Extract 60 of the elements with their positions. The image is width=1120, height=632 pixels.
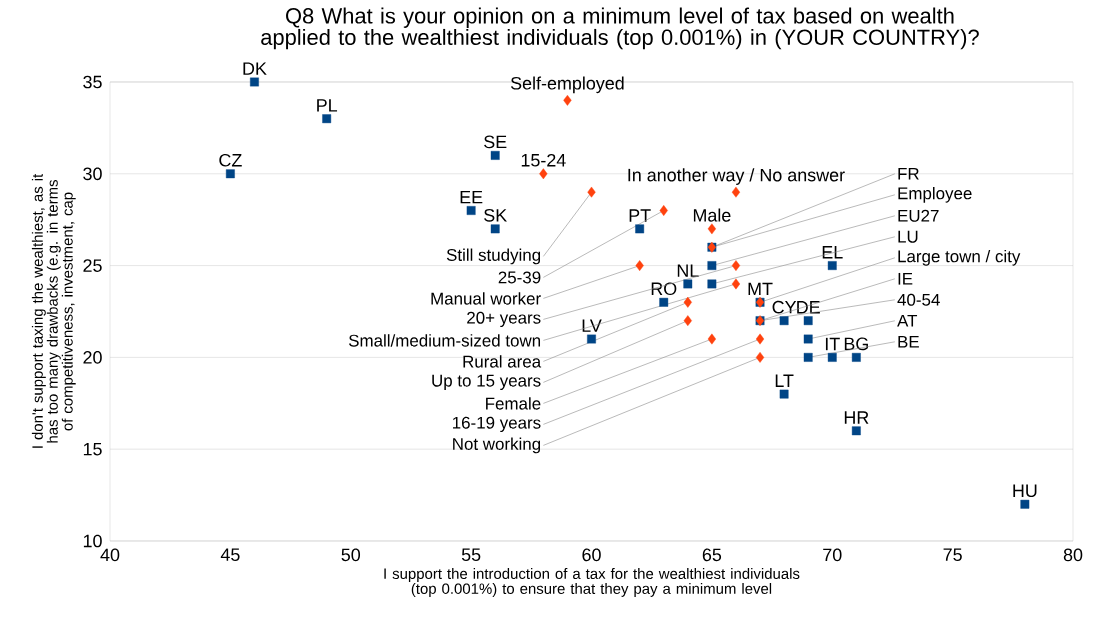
x-tick-label: 65 bbox=[702, 548, 722, 562]
annotation: HR bbox=[844, 411, 869, 424]
x-tick-label: 55 bbox=[461, 548, 481, 562]
annotation: Still studying bbox=[446, 248, 541, 265]
y-tick-label: 20 bbox=[83, 351, 102, 364]
x-axis-title: I support the introduction of a tax for the wealthiest individuals (top 0.001%) to ensure that they pay a minimum level bbox=[384, 568, 800, 597]
x-tick-label: 50 bbox=[341, 548, 361, 562]
annotation: 40-54 bbox=[897, 293, 940, 306]
annotation: MT bbox=[748, 282, 773, 296]
annotation: AT bbox=[897, 314, 918, 327]
annotation: LU bbox=[898, 230, 918, 243]
annotation: BE bbox=[898, 335, 919, 348]
annotation: Rural area bbox=[463, 355, 542, 368]
annotation: 25-39 bbox=[498, 271, 541, 284]
annotation: Not working bbox=[453, 437, 541, 454]
annotation: Self-employed bbox=[510, 76, 624, 94]
annotation: PL bbox=[317, 99, 338, 112]
annotation: Male bbox=[693, 208, 731, 222]
y-tick-label: 15 bbox=[83, 442, 102, 456]
annotation: FR bbox=[898, 167, 919, 180]
annotation: Manual worker bbox=[431, 292, 541, 305]
annotation: CY bbox=[772, 300, 797, 314]
annotation: Up to 15 years bbox=[432, 374, 541, 390]
x-tick-label: 45 bbox=[220, 548, 240, 562]
y-axis-title: I don't support taxing the wealthiest, as it has too many drawbacks (e.g. in terms of competitiveness, investment, cap bbox=[31, 173, 76, 448]
annotation: SE bbox=[484, 135, 507, 149]
y-tick-label: 35 bbox=[83, 75, 102, 89]
annotation: In another way / No answer bbox=[628, 168, 845, 185]
y-tick-label: 30 bbox=[83, 167, 102, 181]
annotation: NL bbox=[677, 264, 699, 277]
x-tick-label: 40 bbox=[100, 548, 120, 562]
annotation: CZ bbox=[219, 153, 242, 167]
x-tick-label: 75 bbox=[943, 548, 962, 562]
annotation: Large town / city bbox=[898, 249, 1021, 266]
annotation: LT bbox=[775, 374, 794, 387]
annotation: PT bbox=[629, 209, 651, 222]
annotation: EU27 bbox=[898, 209, 939, 222]
annotation: IT bbox=[825, 337, 840, 351]
annotation: 20+ years bbox=[467, 311, 541, 328]
annotation: Employee bbox=[898, 186, 972, 203]
x-tick-label: 60 bbox=[582, 548, 601, 562]
chart-title: Q8 What is your opinion on a minimum level of tax based on wealth applied to the wealthiest individuals (top 0.001%) in (YOUR COUNTRY)? bbox=[261, 7, 979, 50]
annotation: EE bbox=[460, 190, 483, 204]
annotation: DK bbox=[243, 62, 267, 75]
x-tick-label: 70 bbox=[823, 548, 842, 562]
annotation: Small/medium-sized town bbox=[348, 334, 541, 347]
annotation: HU bbox=[1013, 484, 1037, 498]
annotation: 15-24 bbox=[521, 153, 566, 167]
annotation: DE bbox=[797, 301, 820, 314]
y-tick-label: 25 bbox=[83, 259, 102, 272]
annotation: IE bbox=[898, 272, 913, 285]
annotation: 16-19 years bbox=[453, 416, 541, 433]
annotation: SK bbox=[484, 208, 507, 222]
annotation: Female bbox=[486, 397, 541, 410]
y-tick-label: 10 bbox=[83, 534, 102, 548]
annotation: RO bbox=[651, 282, 677, 296]
x-tick-label: 80 bbox=[1063, 548, 1083, 562]
annotation: EL bbox=[822, 246, 843, 259]
annotation: LV bbox=[582, 319, 602, 332]
annotation: BG bbox=[844, 337, 868, 351]
